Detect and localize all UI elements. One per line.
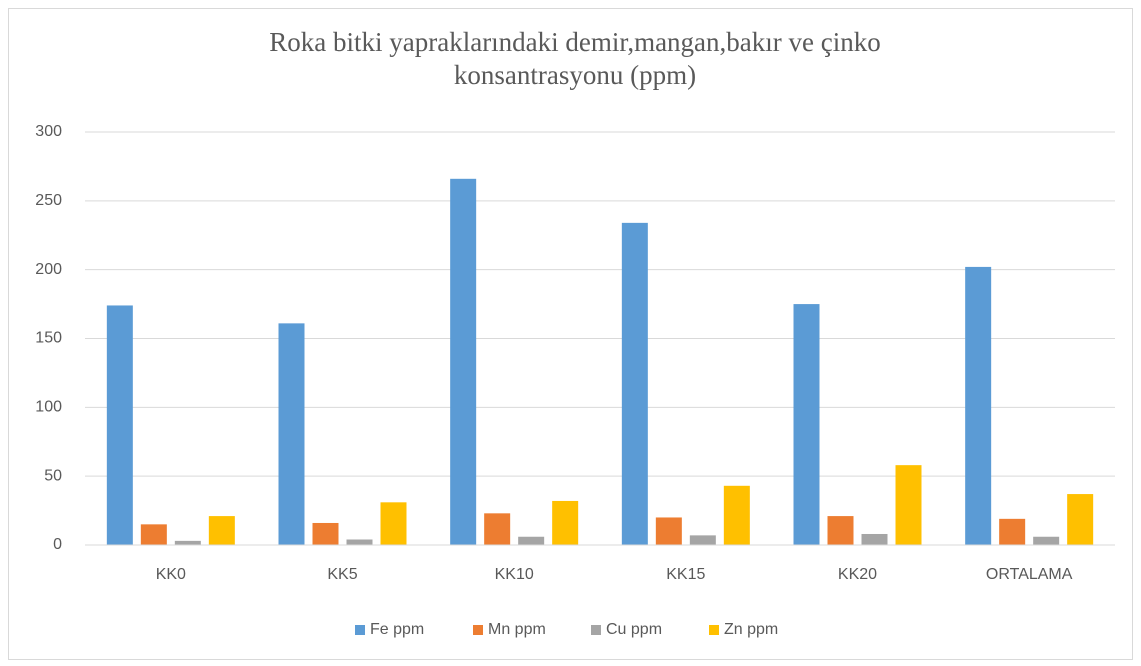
chart-title: konsantrasyonu (ppm) <box>454 60 696 90</box>
legend-swatch <box>355 625 365 635</box>
x-tick-label: ORTALAMA <box>986 566 1073 583</box>
bar <box>174 540 201 545</box>
legend-label: Cu ppm <box>606 621 662 638</box>
y-tick-label: 0 <box>53 536 62 553</box>
bar <box>450 178 477 545</box>
y-tick-label: 50 <box>44 467 62 484</box>
bar <box>278 323 305 545</box>
chart-title: Roka bitki yapraklarındaki demir,mangan,… <box>269 27 880 57</box>
bar <box>380 502 407 545</box>
y-tick-label: 300 <box>35 123 62 140</box>
bar <box>312 522 339 545</box>
x-tick-label: KK0 <box>156 566 186 583</box>
bar <box>827 516 854 545</box>
bar <box>106 305 133 545</box>
legend-swatch <box>591 625 601 635</box>
bar <box>1067 494 1094 545</box>
y-tick-label: 200 <box>35 261 62 278</box>
bar <box>518 536 545 545</box>
legend-swatch <box>709 625 719 635</box>
legend-label: Mn ppm <box>488 621 546 638</box>
y-tick-label: 250 <box>35 192 62 209</box>
bar <box>793 304 820 545</box>
bar <box>552 500 579 545</box>
x-tick-label: KK20 <box>838 566 877 583</box>
bar <box>1033 536 1060 545</box>
y-tick-label: 100 <box>35 399 62 416</box>
x-tick-label: KK15 <box>666 566 705 583</box>
legend-swatch <box>473 625 483 635</box>
bar <box>140 524 167 545</box>
bar <box>621 222 648 546</box>
legend-label: Fe ppm <box>370 621 424 638</box>
y-tick-label: 150 <box>35 330 62 347</box>
bar <box>723 485 750 545</box>
bar <box>655 517 682 545</box>
x-tick-label: KK5 <box>327 566 357 583</box>
legend-label: Zn ppm <box>724 621 778 638</box>
bar <box>346 539 373 545</box>
bar <box>208 516 235 545</box>
bar <box>999 518 1026 545</box>
bar <box>895 465 922 545</box>
bar <box>861 533 888 545</box>
bar <box>965 266 992 545</box>
chart-frame <box>8 8 1133 660</box>
bar <box>484 513 511 545</box>
x-tick-label: KK10 <box>495 566 534 583</box>
bar <box>689 535 716 545</box>
